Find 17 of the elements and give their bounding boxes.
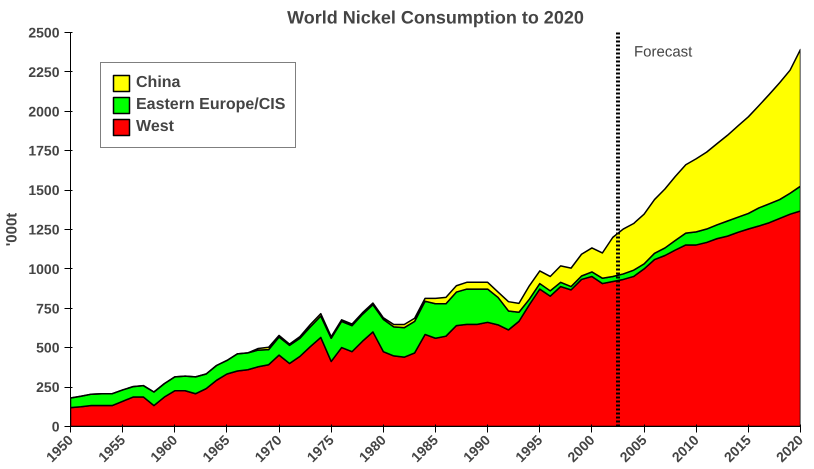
y-tick-label: 1000 [28, 260, 60, 277]
y-tick-label: 250 [36, 379, 60, 396]
y-tick-label: 1750 [28, 142, 60, 159]
y-tick-label: 2000 [28, 103, 60, 120]
legend-label: West [136, 118, 174, 136]
legend-label: Eastern Europe/CIS [136, 96, 286, 114]
y-tick-label: 1250 [28, 222, 60, 238]
chart-title: World Nickel Consumption to 2020 [287, 8, 584, 28]
y-tick-label: 2500 [28, 24, 60, 40]
y-tick-label: 500 [36, 340, 60, 356]
y-tick-label: 2250 [28, 64, 60, 80]
legend-label: China [136, 74, 180, 92]
y-tick-label: 750 [36, 300, 60, 316]
y-tick-label: 0 [52, 418, 60, 434]
y-axis-title: '000t [3, 212, 20, 246]
ref-line-label: Forecast [634, 44, 694, 60]
y-tick-label: 1500 [28, 182, 60, 198]
